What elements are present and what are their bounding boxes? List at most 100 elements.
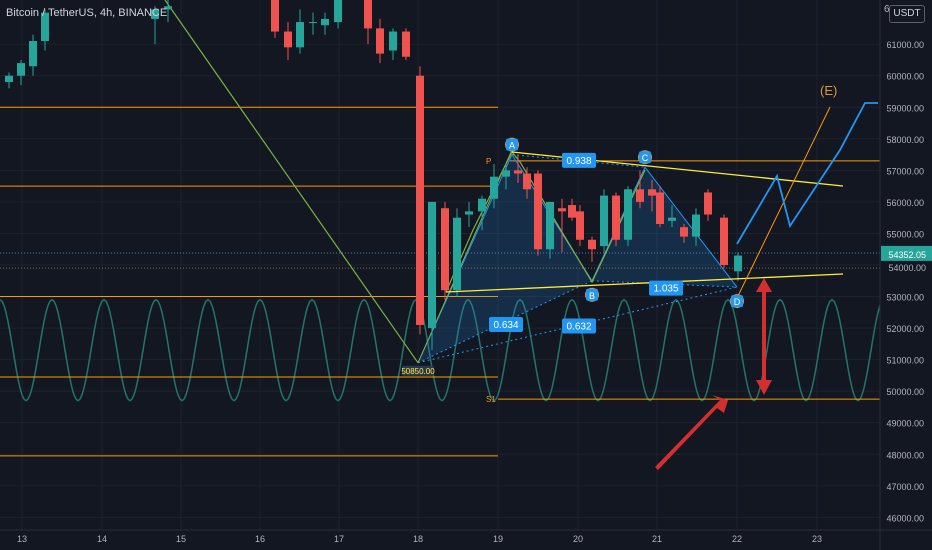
x-point-tag — [402, 365, 434, 376]
candle-body[interactable] — [376, 28, 384, 54]
candle-body[interactable] — [453, 217, 461, 291]
time-axis-tick: 22 — [732, 534, 742, 544]
time-axis-tick: 16 — [255, 534, 265, 544]
price-axis-tick: 56000.00 — [886, 198, 924, 208]
candle-body[interactable] — [296, 22, 304, 48]
trend-line-to-x — [164, 0, 419, 364]
time-axis-tick: 21 — [652, 534, 662, 544]
candle-body[interactable] — [389, 31, 397, 51]
price-axis-tick: 51000.00 — [886, 356, 924, 366]
candle-body[interactable] — [734, 255, 742, 272]
price-axis-tick: 52000.00 — [886, 324, 924, 334]
time-axis-tick: 20 — [573, 534, 583, 544]
candle-body[interactable] — [720, 217, 728, 265]
candle-body[interactable] — [648, 189, 656, 196]
candle-body[interactable] — [534, 173, 542, 250]
harmonic-xab-fill — [418, 154, 592, 363]
candle-body[interactable] — [284, 31, 292, 48]
candle-body[interactable] — [656, 192, 664, 224]
pattern-point-badge[interactable] — [506, 138, 518, 151]
pattern-point-label: B — [589, 291, 595, 301]
ratio-badge — [489, 316, 523, 332]
spacer — [881, 261, 932, 274]
candle-body[interactable] — [636, 189, 644, 202]
candle-body[interactable] — [704, 192, 712, 215]
chart-title: Bitcoin / TetherUS, 4h, BINANCE — [6, 7, 168, 19]
candle-body[interactable] — [271, 0, 279, 32]
ratio-label: 0.938 — [566, 156, 591, 167]
candle-body[interactable] — [478, 198, 486, 212]
candle-body[interactable] — [668, 217, 676, 221]
candle-body[interactable] — [465, 211, 473, 215]
ratio-badge — [562, 318, 596, 334]
triangle-lower-line[interactable] — [445, 273, 844, 293]
candle-body[interactable] — [588, 239, 596, 250]
harmonic-bcd-fill — [592, 167, 737, 288]
cycle-sine-wave — [0, 298, 881, 402]
price-axis-tick: 55000.00 — [886, 229, 924, 239]
price-axis-tick: 61000.00 — [886, 40, 924, 50]
time-axis-tick: 17 — [334, 534, 344, 544]
time-axis-tick: 14 — [97, 534, 107, 544]
candle-body[interactable] — [364, 0, 372, 29]
triangle-upper-line[interactable] — [511, 151, 844, 187]
candle-body[interactable] — [502, 170, 510, 177]
time-axis-tick: 23 — [812, 534, 822, 544]
currency-button[interactable]: USDT — [889, 5, 925, 23]
price-axis-tick: 59000.00 — [886, 103, 924, 113]
candle-body[interactable] — [151, 9, 159, 19]
price-axis-tick: 46000.00 — [886, 513, 924, 523]
price-axis-tick: 58000.00 — [886, 135, 924, 145]
candle-body[interactable] — [514, 170, 522, 174]
candle-body[interactable] — [5, 75, 13, 83]
price-axis-bg — [880, 0, 932, 550]
candle-body[interactable] — [29, 41, 37, 67]
candle-body[interactable] — [612, 195, 620, 240]
candle-body[interactable] — [558, 208, 566, 212]
pattern-point-badge[interactable] — [586, 288, 598, 301]
red-arrowhead-up — [756, 278, 772, 292]
price-axis-tick: 53000.00 — [886, 293, 924, 303]
ratio-badge — [649, 280, 683, 296]
red-arrow-diagonal — [655, 395, 728, 470]
projected-path — [736, 102, 878, 245]
pattern-point-label: C — [642, 153, 649, 163]
candle-body[interactable] — [546, 201, 554, 250]
candle-body[interactable] — [321, 18, 329, 26]
price-axis-tick: 49000.00 — [886, 419, 924, 429]
time-axis-tick: 19 — [493, 534, 503, 544]
price-axis-tick: 54000.00 — [888, 263, 926, 273]
candle-body[interactable] — [164, 6, 172, 10]
price-axis-tick: 57000.00 — [886, 166, 924, 176]
pattern-point-badge[interactable] — [639, 151, 651, 164]
candle-body[interactable] — [680, 227, 688, 237]
candle-body[interactable] — [490, 176, 498, 199]
candle-body[interactable] — [416, 75, 424, 325]
time-axis-tick: 15 — [176, 534, 186, 544]
candle-body[interactable] — [523, 173, 531, 190]
red-arrowhead-down — [756, 380, 772, 395]
candle-body[interactable] — [441, 208, 449, 291]
candle-body[interactable] — [334, 0, 342, 23]
candle-body[interactable] — [402, 31, 410, 57]
partial-price-label: 6 — [884, 4, 890, 15]
ratio-label: 1.035 — [653, 284, 678, 295]
candle-body[interactable] — [17, 63, 25, 76]
time-axis-tick: 18 — [413, 534, 423, 544]
ratio-label: 0.634 — [493, 320, 518, 331]
candle-body[interactable] — [576, 211, 584, 240]
candle-body[interactable] — [600, 195, 608, 247]
candle-body[interactable] — [428, 201, 436, 329]
candle-body[interactable] — [568, 205, 576, 218]
last-price-value: 54352.05 — [888, 250, 926, 260]
candle-body[interactable] — [41, 12, 49, 42]
pattern-point-badge[interactable] — [731, 295, 743, 308]
ratio-label: 0.632 — [566, 322, 591, 333]
projection-e-label: (E) — [820, 83, 837, 98]
candle-body[interactable] — [309, 22, 317, 24]
price-axis-tick: 60000.00 — [886, 72, 924, 82]
candle-body[interactable] — [624, 189, 632, 240]
candle-body[interactable] — [692, 214, 700, 237]
